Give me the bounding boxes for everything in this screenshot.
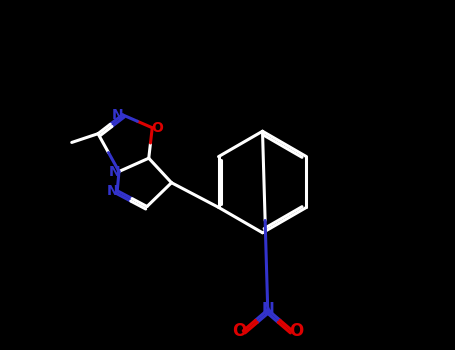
Text: N: N [261,302,274,317]
Text: N: N [107,184,118,198]
Text: N: N [109,164,120,178]
Text: O: O [289,322,303,340]
Text: O: O [151,121,163,135]
Text: N: N [112,108,124,122]
Text: O: O [232,322,246,340]
